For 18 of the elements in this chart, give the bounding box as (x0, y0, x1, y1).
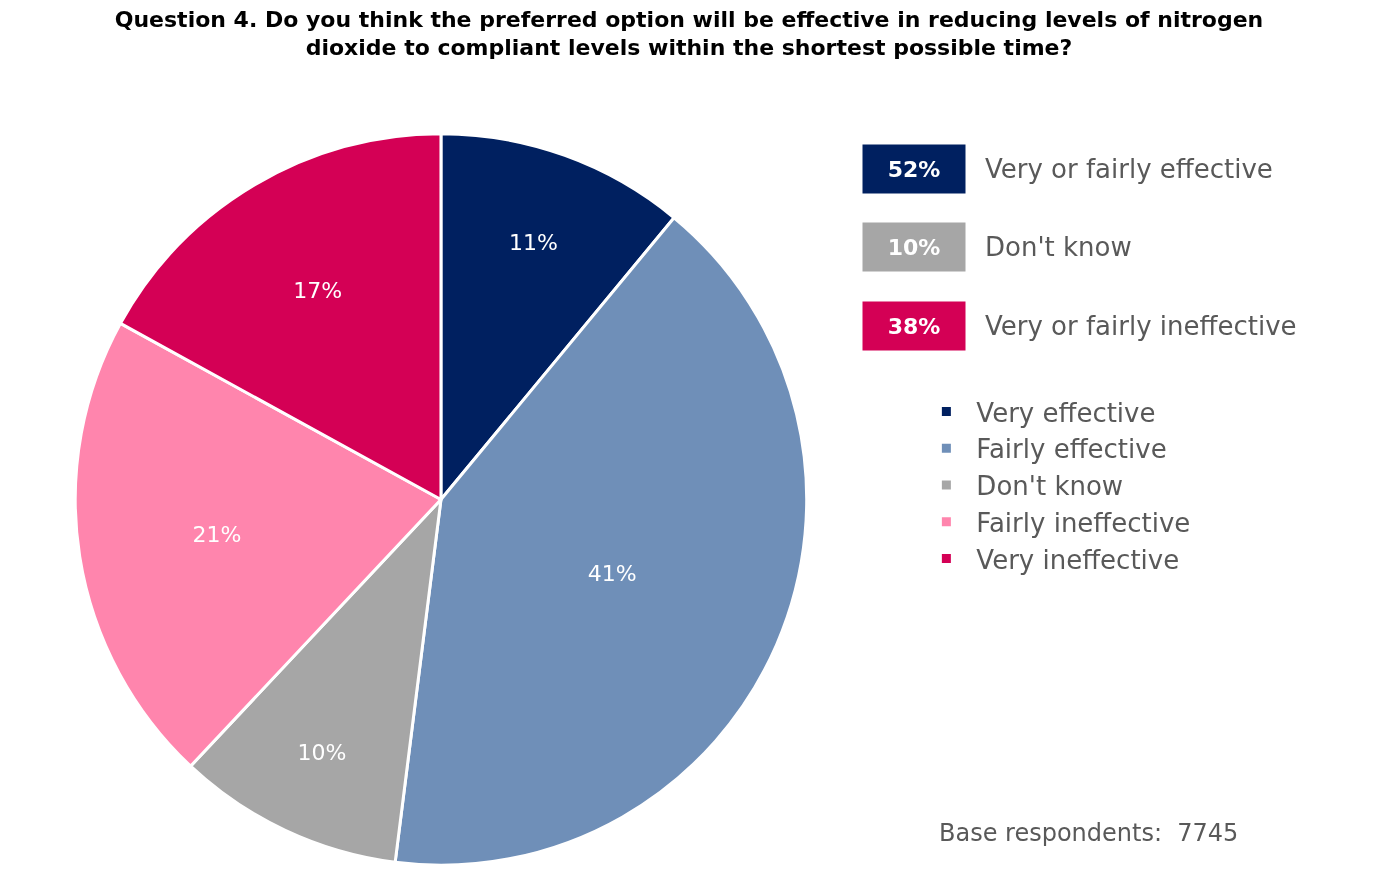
text: 38% (887, 313, 941, 339)
legend-label: Fairly effective (976, 434, 1167, 465)
chart-title: Question 4. Do you think the preferred option will be effective in reducing levels of nitrogen dioxide to compliant levels within the shortest possible time? (114, 6, 1264, 61)
text: Very or fairly effective (985, 154, 1273, 184)
data-label: 10% (297, 739, 347, 765)
legend-label: Very effective (976, 397, 1156, 428)
data-label: 21% (192, 522, 242, 548)
data-label: 11% (509, 229, 558, 255)
text: 52% (887, 156, 941, 182)
data-label: 41% (587, 561, 637, 587)
data-label: 17% (293, 278, 343, 304)
text: Very or fairly ineffective (985, 311, 1297, 341)
text: 10% (887, 234, 941, 260)
legend-label: Don't know (976, 471, 1124, 502)
text: Base respondents: 7745 (939, 819, 1239, 847)
legend-label: Fairly ineffective (976, 507, 1191, 538)
legend-label: Very ineffective (976, 544, 1180, 575)
text: Don't know (985, 232, 1132, 262)
